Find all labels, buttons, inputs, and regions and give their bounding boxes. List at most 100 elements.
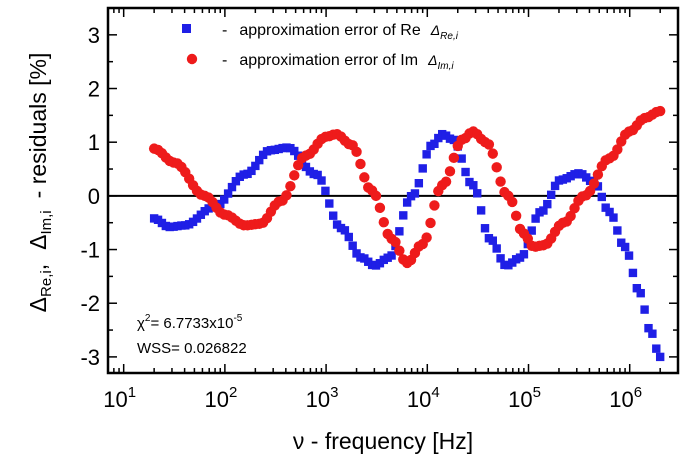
re-point <box>301 162 311 172</box>
re-point <box>652 344 661 353</box>
im-point <box>378 217 390 228</box>
im-point <box>448 152 460 164</box>
re-point <box>387 251 396 260</box>
legend-dash-im: - <box>222 52 227 69</box>
x-axis-label: ν - frequency [Hz] <box>293 428 473 454</box>
legend-marker-im <box>186 53 198 65</box>
chi-symbol: χ <box>137 315 145 332</box>
legend-label-re: approximation error of Re <box>239 22 421 39</box>
legend-entry-re: - approximation error of Re ΔRe,i <box>222 22 459 42</box>
re-point <box>399 211 408 220</box>
x-tick-base: 10 <box>609 387 633 412</box>
re-point <box>480 224 490 233</box>
im-point <box>285 181 296 192</box>
re-point <box>519 250 529 259</box>
re-point <box>329 211 338 220</box>
re-point <box>220 195 229 204</box>
im-point <box>491 162 502 173</box>
re-point <box>321 186 330 196</box>
x-tick-exponent: 1 <box>128 384 136 401</box>
re-point <box>414 179 424 188</box>
im-point <box>351 146 362 158</box>
re-point <box>348 241 357 250</box>
re-point <box>636 288 645 298</box>
legend: - approximation error of Re ΔRe,i - approxi… <box>182 22 459 72</box>
re-point <box>325 199 334 208</box>
x-tick-base: 10 <box>508 387 532 412</box>
y-tick-label: 1 <box>88 130 100 155</box>
im-point <box>565 210 576 222</box>
x-tick-label: 106 <box>609 384 642 412</box>
im-point <box>483 139 495 150</box>
re-point <box>247 166 256 176</box>
im-point <box>425 217 436 229</box>
y-tick-label: 3 <box>88 23 100 48</box>
legend-sub-re: Re,i <box>440 31 459 42</box>
y-tick-label: -3 <box>80 345 100 370</box>
re-point <box>546 190 556 200</box>
re-point <box>255 155 264 165</box>
series-im <box>148 105 666 269</box>
im-point <box>507 196 518 208</box>
re-point <box>422 150 431 159</box>
re-point <box>613 226 622 235</box>
im-point <box>440 176 452 187</box>
re-point <box>609 213 618 222</box>
re-point <box>527 226 536 235</box>
re-point <box>473 189 482 198</box>
series-layer <box>148 105 666 362</box>
re-point <box>628 268 638 278</box>
im-point <box>421 232 432 243</box>
x-tick-exponent: 2 <box>229 384 237 401</box>
re-point <box>492 244 501 253</box>
re-point <box>290 146 299 156</box>
im-point <box>495 176 506 187</box>
re-point <box>216 199 225 209</box>
x-tick-label: 101 <box>103 384 136 412</box>
x-axis-ticks: 101 102 103 104 105 106 <box>103 8 679 412</box>
re-point <box>543 199 552 209</box>
re-point <box>449 135 459 145</box>
x-tick-exponent: 5 <box>533 384 541 401</box>
im-point <box>654 105 666 117</box>
re-point <box>632 284 642 293</box>
re-point <box>655 352 665 362</box>
y-label-delta-re: Δ <box>25 297 51 312</box>
re-point <box>344 232 353 242</box>
x-tick-exponent: 4 <box>431 384 439 401</box>
re-point <box>418 164 427 173</box>
re-point <box>620 242 630 252</box>
y-tick-label: 2 <box>88 77 100 102</box>
re-point <box>223 189 233 198</box>
x-tick-exponent: 6 <box>634 384 642 401</box>
im-point <box>281 190 292 201</box>
re-point <box>640 305 649 314</box>
x-tick-exponent: 3 <box>330 384 338 401</box>
im-point <box>359 172 370 183</box>
im-point <box>355 158 366 170</box>
re-point <box>340 226 350 235</box>
re-point <box>461 167 470 177</box>
re-point <box>597 192 606 202</box>
y-tick-label: 0 <box>88 184 100 209</box>
re-point <box>317 176 326 185</box>
chi-value-exponent: -5 <box>233 313 242 324</box>
re-point <box>410 189 420 198</box>
re-point <box>231 177 241 186</box>
chi-square-annotation: χ2= 6.7733x10-5 <box>137 313 243 332</box>
re-point <box>601 203 610 212</box>
im-point <box>370 190 382 202</box>
x-tick-label: 104 <box>407 384 440 412</box>
y-axis-label: ΔRe,i,ΔIm,i- residuals [%] <box>25 53 55 313</box>
legend-symbol-im: Δ <box>427 52 437 68</box>
re-point <box>644 323 653 333</box>
re-point <box>531 214 540 223</box>
im-point <box>289 170 300 181</box>
im-point <box>588 178 600 189</box>
im-point <box>592 169 604 180</box>
y-label-re-subscript: Re,i <box>38 270 55 297</box>
im-point <box>394 245 405 256</box>
re-point <box>624 251 634 260</box>
re-point <box>539 206 548 215</box>
re-point <box>617 238 626 247</box>
